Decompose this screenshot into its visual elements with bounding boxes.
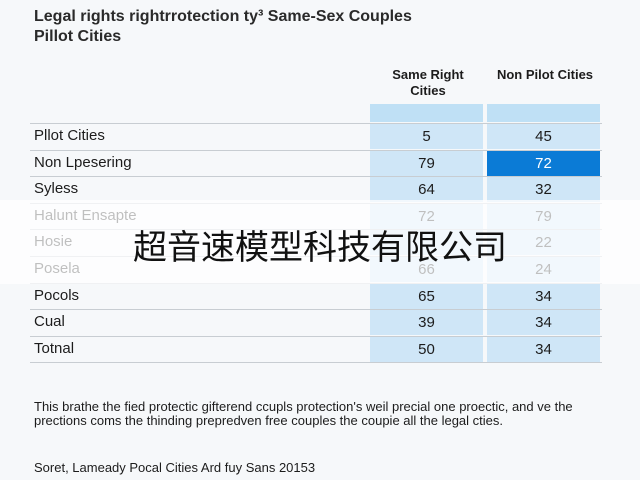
row-line [30,149,602,151]
header-band [487,104,600,122]
cell: 34 [487,283,600,309]
row-label: Pocols [34,286,80,304]
note: This brathe the fied protectic gifterend… [34,399,573,428]
row-line [30,362,602,364]
overlay [0,200,640,284]
cell: 65 [370,283,483,309]
watermark: 超音速模型科技有限公司 [133,229,507,267]
cell: 45 [487,124,600,149]
title: Pillot Cities [34,28,122,45]
row-label: Syless [34,180,79,198]
column-header: Same Right Cities [392,67,464,98]
row-label: Totnal [34,339,75,357]
cell: 34 [487,336,600,362]
cell: 34 [487,310,600,336]
cell: 5 [370,124,483,149]
header-band [370,104,483,122]
row-label: Pllot Cities [34,127,105,144]
cell: 50 [370,336,483,362]
cell: 32 [487,177,600,203]
row-label: Cual [34,313,65,331]
cell: 64 [370,177,483,203]
column-header: Non Pilot Cities [496,67,594,82]
cell: 79 [370,150,483,176]
source: Soret, Lameady Pocal Cities Ard fuy Sans… [34,460,316,475]
row-line [30,335,602,337]
row-label: Non Lpesering [34,153,132,171]
row-line [30,176,602,178]
cell: 39 [370,310,483,336]
row-line [30,123,602,124]
row-line [30,309,602,311]
cell: 72 [487,150,600,176]
title: Legal rights rightrrotection ty³ Same-Se… [34,8,412,25]
